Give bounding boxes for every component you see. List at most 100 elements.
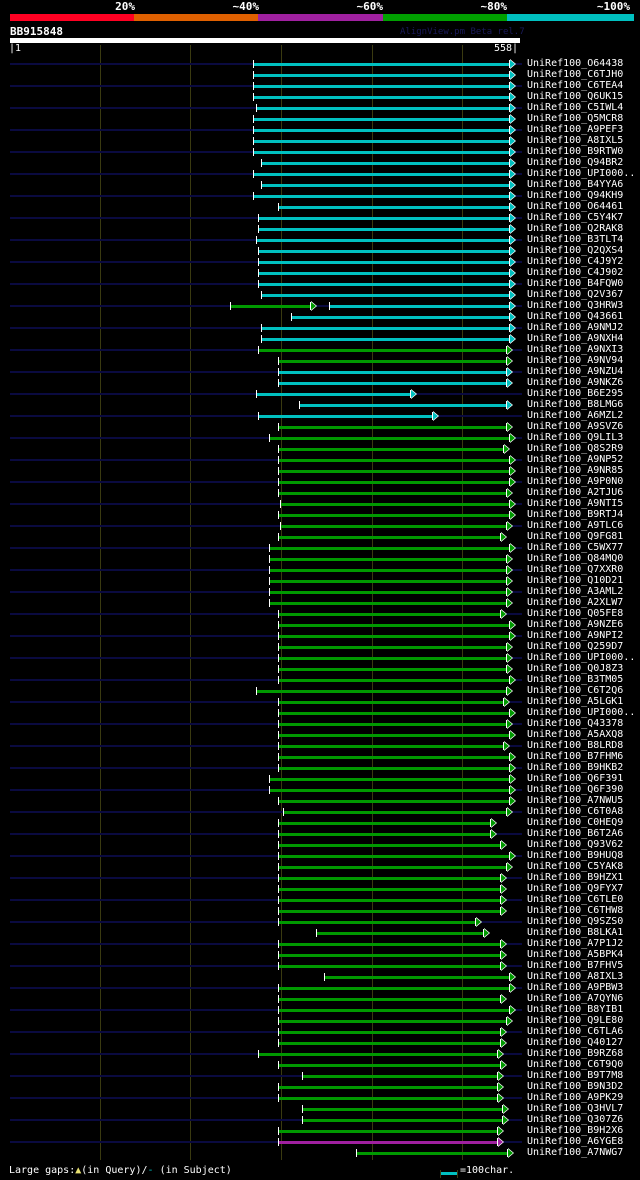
hit-label[interactable]: UniRef100_A9NTI5 <box>527 498 624 509</box>
hit-label[interactable]: UniRef100_A9TLC6 <box>527 520 624 531</box>
hit-segment[interactable] <box>278 492 506 495</box>
hit-label[interactable]: UniRef100_C6TEA4 <box>527 80 624 91</box>
hit-segment[interactable] <box>253 195 509 198</box>
hit-label[interactable]: UniRef100_A8IXL3 <box>527 971 624 982</box>
hit-label[interactable]: UniRef100_A7QYN6 <box>527 993 624 1004</box>
hit-label[interactable]: UniRef100_Q2QXS4 <box>527 245 624 256</box>
hit-segment[interactable] <box>278 877 500 880</box>
hit-segment[interactable] <box>280 503 509 506</box>
hit-label[interactable]: UniRef100_C0HEQ9 <box>527 817 624 828</box>
hit-segment[interactable] <box>278 371 506 374</box>
hit-label[interactable]: UniRef100_A9NKZ6 <box>527 377 624 388</box>
hit-label[interactable]: UniRef100_C6TLA6 <box>527 1026 624 1037</box>
hit-segment[interactable] <box>261 294 509 297</box>
hit-label[interactable]: UniRef100_Q0J8Z3 <box>527 663 624 674</box>
hit-segment[interactable] <box>278 800 509 803</box>
hit-segment[interactable] <box>302 1119 502 1122</box>
hit-label[interactable]: UniRef100_Q05FE8 <box>527 608 624 619</box>
hit-label[interactable]: UniRef100_Q9LIL3 <box>527 432 624 443</box>
hit-label[interactable]: UniRef100_B9N3D2 <box>527 1081 624 1092</box>
hit-segment[interactable] <box>278 470 509 473</box>
hit-segment[interactable] <box>299 404 506 407</box>
hit-segment[interactable] <box>253 140 509 143</box>
hit-segment[interactable] <box>278 987 509 990</box>
hit-segment[interactable] <box>269 569 506 572</box>
hit-segment[interactable] <box>269 591 506 594</box>
hit-segment[interactable] <box>256 393 410 396</box>
hit-label[interactable]: UniRef100_A5LGK1 <box>527 696 624 707</box>
hit-segment[interactable] <box>278 426 506 429</box>
hit-label[interactable]: UniRef100_B7FHV5 <box>527 960 624 971</box>
hit-segment[interactable] <box>278 745 503 748</box>
hit-label[interactable]: UniRef100_A7NWG7 <box>527 1147 624 1158</box>
hit-label[interactable]: UniRef100_Q43661 <box>527 311 624 322</box>
hit-label[interactable]: UniRef100_C6THW8 <box>527 905 624 916</box>
hit-segment[interactable] <box>278 635 509 638</box>
hit-label[interactable]: UniRef100_A9NXH4 <box>527 333 624 344</box>
hit-segment[interactable] <box>278 822 490 825</box>
hit-label[interactable]: UniRef100_B9RTJ4 <box>527 509 624 520</box>
hit-label[interactable]: UniRef100_A9NR85 <box>527 465 624 476</box>
hit-segment[interactable] <box>278 481 509 484</box>
hit-segment[interactable] <box>278 1042 500 1045</box>
hit-label[interactable]: UniRef100_C5IWL4 <box>527 102 624 113</box>
hit-segment[interactable] <box>278 382 506 385</box>
hit-label[interactable]: UniRef100_Q259D7 <box>527 641 624 652</box>
hit-segment[interactable] <box>261 327 509 330</box>
hit-label[interactable]: UniRef100_B4FQW0 <box>527 278 624 289</box>
hit-segment[interactable] <box>329 305 509 308</box>
hit-segment[interactable] <box>278 448 503 451</box>
hit-segment[interactable] <box>261 162 509 165</box>
hit-segment[interactable] <box>258 349 506 352</box>
hit-segment[interactable] <box>258 217 509 220</box>
hit-label[interactable]: UniRef100_B9H2X6 <box>527 1125 624 1136</box>
hit-segment[interactable] <box>278 998 500 1001</box>
hit-label[interactable]: UniRef100_C6T9Q0 <box>527 1059 624 1070</box>
hit-segment[interactable] <box>278 1141 497 1144</box>
hit-label[interactable]: UniRef100_A3AML2 <box>527 586 624 597</box>
hit-segment[interactable] <box>278 206 509 209</box>
hit-segment[interactable] <box>261 184 509 187</box>
hit-segment[interactable] <box>278 723 506 726</box>
hit-label[interactable]: UniRef100_O64461 <box>527 201 624 212</box>
hit-label[interactable]: UniRef100_Q40127 <box>527 1037 624 1048</box>
hit-segment[interactable] <box>278 866 506 869</box>
hit-label[interactable]: UniRef100_B9HZX1 <box>527 872 624 883</box>
hit-segment[interactable] <box>258 415 432 418</box>
hit-segment[interactable] <box>269 547 509 550</box>
hit-segment[interactable] <box>258 1053 497 1056</box>
hit-segment[interactable] <box>256 239 509 242</box>
hit-segment[interactable] <box>278 921 475 924</box>
hit-segment[interactable] <box>302 1108 502 1111</box>
hit-label[interactable]: UniRef100_A9NPI2 <box>527 630 624 641</box>
hit-label[interactable]: UniRef100_A7P1J2 <box>527 938 624 949</box>
hit-segment[interactable] <box>278 899 500 902</box>
hit-label[interactable]: UniRef100_A9PEF3 <box>527 124 624 135</box>
hit-label[interactable]: UniRef100_C5YAK8 <box>527 861 624 872</box>
hit-segment[interactable] <box>316 932 483 935</box>
hit-label[interactable]: UniRef100_A9PK29 <box>527 1092 624 1103</box>
hit-label[interactable]: UniRef100_A9NZU4 <box>527 366 624 377</box>
hit-segment[interactable] <box>269 558 506 561</box>
hit-segment[interactable] <box>278 668 506 671</box>
hit-label[interactable]: UniRef100_B9RTW0 <box>527 146 624 157</box>
hit-segment[interactable] <box>302 1075 497 1078</box>
hit-label[interactable]: UniRef100_B9HUQ8 <box>527 850 624 861</box>
hit-label[interactable]: UniRef100_B7FHM6 <box>527 751 624 762</box>
hit-label[interactable]: UniRef100_Q6F390 <box>527 784 624 795</box>
hit-label[interactable]: UniRef100_Q93V62 <box>527 839 624 850</box>
hit-segment[interactable] <box>253 118 509 121</box>
hit-segment[interactable] <box>253 129 509 132</box>
hit-label[interactable]: UniRef100_A2TJU6 <box>527 487 624 498</box>
hit-label[interactable]: UniRef100_Q3HRW3 <box>527 300 624 311</box>
hit-segment[interactable] <box>278 1020 506 1023</box>
hit-label[interactable]: UniRef100_Q10D21 <box>527 575 624 586</box>
hit-label[interactable]: UniRef100_A5BPK4 <box>527 949 624 960</box>
hit-segment[interactable] <box>278 844 500 847</box>
hit-label[interactable]: UniRef100_O64438 <box>527 58 624 69</box>
hit-segment[interactable] <box>278 624 509 627</box>
hit-segment[interactable] <box>278 613 500 616</box>
hit-label[interactable]: UniRef100_B8YIB1 <box>527 1004 624 1015</box>
hit-label[interactable]: UniRef100_UPI000.. <box>527 168 636 179</box>
hit-segment[interactable] <box>278 360 506 363</box>
